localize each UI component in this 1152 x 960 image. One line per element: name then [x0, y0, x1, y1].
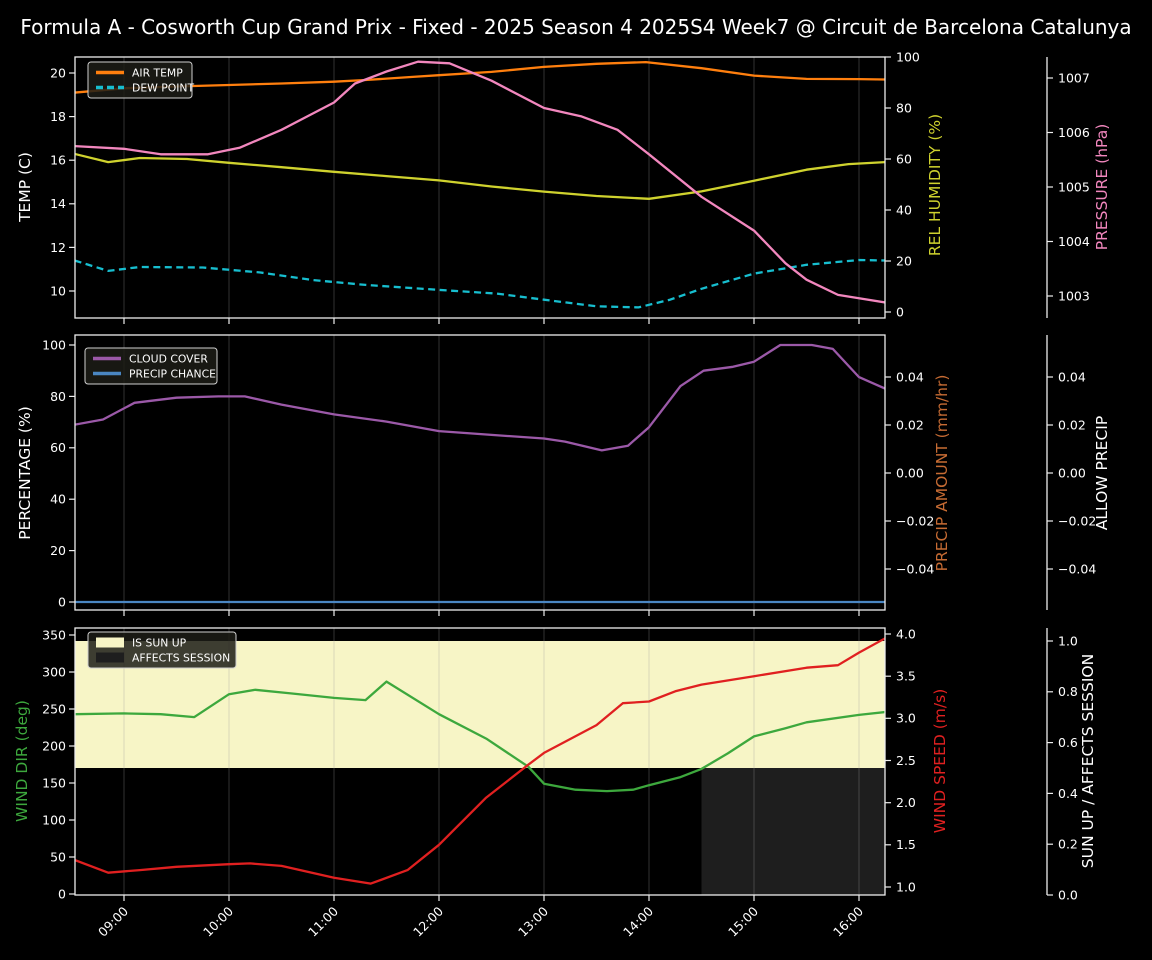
y-tick-label: 100 — [42, 337, 66, 352]
y-tick-label: 0.02 — [896, 417, 924, 432]
y-tick-label: −0.04 — [896, 561, 934, 576]
series-dew-point — [75, 258, 885, 309]
y-tick-label: 14 — [50, 196, 66, 211]
y-tick-label: 300 — [42, 664, 66, 679]
series-wind-speed — [75, 637, 885, 885]
legend-swatch-affects-session — [96, 652, 124, 663]
y-tick-label: 20 — [50, 65, 66, 80]
y-tick-label: −0.02 — [1058, 513, 1096, 528]
axis-label-pressure-hpa: PRESSURE (hPa) — [1093, 124, 1111, 251]
series-cloud-cover — [75, 343, 885, 452]
legend-label: PRECIP CHANCE — [129, 367, 216, 380]
y-tick-label: 0.02 — [1058, 417, 1086, 432]
x-tick-label: 16:00 — [830, 903, 866, 939]
legend-label: IS SUN UP — [132, 636, 187, 649]
legend-swatch-is-sun-up — [96, 637, 124, 648]
y-tick-label: 3.5 — [896, 669, 916, 684]
y-tick-label: 1007 — [1058, 70, 1090, 85]
band-affects-session — [701, 768, 886, 895]
y-tick-label: 1005 — [1058, 179, 1090, 194]
y-tick-label: 0.8 — [1058, 684, 1078, 699]
y-tick-label: 60 — [896, 151, 912, 166]
legend-label: CLOUD COVER — [129, 352, 208, 365]
y-tick-label: 1.0 — [1058, 633, 1078, 648]
y-tick-label: 0.04 — [896, 369, 924, 384]
axis-label-rel-humidity: REL HUMIDITY (%) — [926, 114, 944, 256]
y-tick-label: 150 — [42, 775, 66, 790]
legend-label: AFFECTS SESSION — [132, 651, 230, 664]
legend-panel-temperature-humidity-pressure: AIR TEMP DEW POINT — [87, 61, 195, 99]
axis-label-percentage: PERCENTAGE (%) — [16, 406, 34, 540]
y-tick-label: 0 — [58, 594, 66, 609]
axis-label-allow-precip: ALLOW PRECIP — [1093, 416, 1111, 530]
x-tick-label: 12:00 — [410, 903, 446, 939]
chart-title: Formula A - Cosworth Cup Grand Prix - Fi… — [20, 15, 1132, 39]
y-tick-label: 0 — [58, 886, 66, 901]
series-rel-humidity — [75, 152, 885, 200]
series-pressure — [75, 60, 885, 304]
y-tick-label: 1.5 — [896, 837, 916, 852]
legend-panel-wind-sun: IS SUN UP AFFECTS SESSION — [87, 631, 237, 669]
y-tick-label: 2.0 — [896, 795, 916, 810]
axis-label-wind-dir-deg: WIND DIR (deg) — [13, 700, 31, 822]
y-tick-label: 1003 — [1058, 288, 1090, 303]
y-tick-label: 80 — [896, 100, 912, 115]
y-tick-label: 200 — [42, 738, 66, 753]
y-tick-label: 1004 — [1058, 234, 1090, 249]
x-tick-label: 14:00 — [620, 903, 656, 939]
panel-wind-sun: 09:00 10:00 11:00 12:00 13:00 14:00 15:00 16:00… — [13, 626, 1097, 939]
y-tick-label: 1.0 — [896, 879, 916, 894]
y-tick-label: 0.2 — [1058, 837, 1078, 852]
x-tick-label: 09:00 — [95, 903, 131, 939]
y-tick-label: −0.04 — [1058, 561, 1096, 576]
y-tick-label: 0.4 — [1058, 786, 1078, 801]
y-tick-label: 50 — [50, 849, 66, 864]
y-tick-label: 20 — [50, 543, 66, 558]
legend-label: AIR TEMP — [132, 66, 183, 79]
y-tick-label: 10 — [50, 283, 66, 298]
series-air-temp — [75, 60, 885, 94]
y-tick-label: 80 — [50, 389, 66, 404]
legend-panel-cloud-precip: CLOUD COVER PRECIP CHANCE — [84, 347, 218, 385]
x-tick-label: 11:00 — [305, 903, 341, 939]
legend-label: DEW POINT — [132, 81, 195, 94]
x-tick-label: 13:00 — [515, 903, 551, 939]
y-tick-label: 0.0 — [1058, 887, 1078, 902]
axis-label-precip-amount-mm-hr: PRECIP AMOUNT (mm/hr) — [933, 375, 951, 572]
panel-border — [74, 56, 886, 319]
axis-label-wind-speed-m-s: WIND SPEED (m/s) — [931, 689, 949, 833]
y-tick-label: −0.02 — [896, 513, 934, 528]
y-tick-label: 2.5 — [896, 753, 916, 768]
y-tick-label: 3.0 — [896, 711, 916, 726]
x-tick-label: 15:00 — [725, 903, 761, 939]
y-tick-label: 20 — [896, 253, 912, 268]
y-tick-label: 350 — [42, 627, 66, 642]
y-tick-label: 1006 — [1058, 125, 1090, 140]
y-tick-label: 4.0 — [896, 626, 916, 641]
axis-label-sun-up-affects-session: SUN UP / AFFECTS SESSION — [1079, 654, 1097, 868]
y-tick-label: 16 — [50, 153, 66, 168]
series-wind-dir — [75, 680, 885, 793]
y-tick-label: 0.00 — [1058, 465, 1086, 480]
y-tick-label: 0.00 — [896, 465, 924, 480]
panel-border — [74, 627, 886, 896]
y-tick-label: 40 — [50, 492, 66, 507]
legend-box — [87, 631, 237, 669]
axis-label-temp-c: TEMP (C) — [16, 152, 34, 223]
y-tick-label: 18 — [50, 109, 66, 124]
x-tick-label: 10:00 — [200, 903, 236, 939]
y-tick-label: 100 — [42, 812, 66, 827]
y-tick-label: 12 — [50, 240, 66, 255]
y-tick-label: 0.04 — [1058, 369, 1086, 384]
panel-cloud-precip: 0 20 40 60 80 100 PERCENTAGE (%) 0.04 0.02 0.00 −0… — [16, 334, 1111, 616]
y-tick-label: 40 — [896, 202, 912, 217]
y-tick-label: 0.6 — [1058, 735, 1078, 750]
y-tick-label: 0 — [896, 304, 904, 319]
y-tick-label: 250 — [42, 701, 66, 716]
y-tick-label: 60 — [50, 440, 66, 455]
panel-temperature-humidity-pressure: 10 12 14 16 18 20 TEMP (C) 0 20 40 60 80 100 REL HUMI… — [16, 49, 1111, 324]
y-tick-label: 100 — [896, 49, 920, 64]
